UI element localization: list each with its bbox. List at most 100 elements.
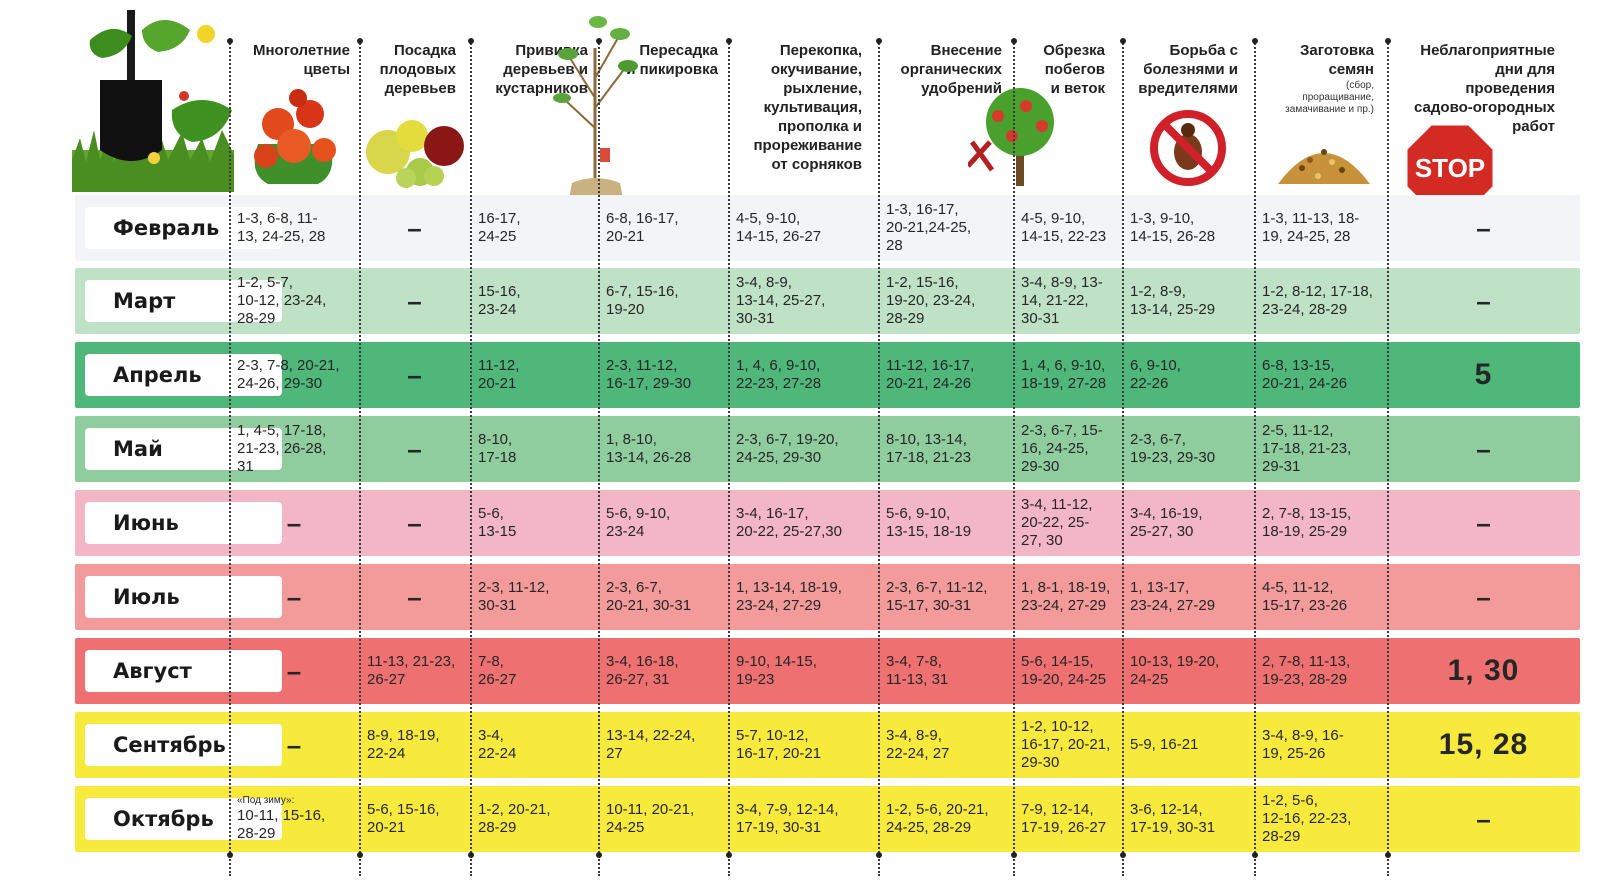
month-label: Октябрь bbox=[85, 798, 282, 840]
cell-value: 2-3, 11-12, 16-17, 29-30 bbox=[606, 357, 692, 392]
cell-seeds: 2, 7-8, 11-13, 19-23, 28-29 bbox=[1254, 638, 1387, 704]
cell-grafting: 2-3, 11-12, 30-31 bbox=[470, 564, 598, 630]
cell-value: – bbox=[286, 656, 302, 686]
cell-perennials: 1-2, 5-7, 10-12, 23-24, 28-29 bbox=[229, 268, 359, 334]
cell-fertilizing: 2-3, 6-7, 11-12, 15-17, 30-31 bbox=[878, 564, 1013, 630]
column-separator bbox=[1387, 40, 1389, 876]
cell-seeds: 4-5, 11-12, 15-17, 23-26 bbox=[1254, 564, 1387, 630]
cell-perennials: – bbox=[229, 490, 359, 556]
separator-dot bbox=[1011, 852, 1017, 858]
cell-seeds: 3-4, 8-9, 16- 19, 25-26 bbox=[1254, 712, 1387, 778]
cell-value: – bbox=[1476, 804, 1491, 834]
cell-fertilizing: 3-4, 7-8, 11-13, 31 bbox=[878, 638, 1013, 704]
separator-dot bbox=[1252, 38, 1258, 44]
cell-value: 5 bbox=[1474, 358, 1493, 391]
stop-sign-text: STOP bbox=[1415, 153, 1485, 183]
month-row: Май 1, 4-5, 17-18, 21-23, 26-28, 31 – 8-10,… bbox=[75, 416, 1580, 482]
cell-fruit_planting: – bbox=[359, 342, 470, 408]
column-separator bbox=[728, 40, 730, 876]
no-pests-icon bbox=[1148, 108, 1228, 188]
cell-value: 1-2, 5-6, 12-16, 22-23, 28-29 bbox=[1262, 792, 1352, 845]
cell-value: 9-10, 14-15, 19-23 bbox=[736, 653, 817, 688]
column-separator bbox=[359, 40, 361, 876]
cell-value: 1, 8-1, 18-19, 23-24, 27-29 bbox=[1021, 579, 1111, 614]
cell-value: 1, 30 bbox=[1447, 654, 1520, 687]
cell-value: 7-8, 26-27 bbox=[478, 653, 517, 688]
cell-seeds: 2-5, 11-12, 17-18, 21-23, 29-31 bbox=[1254, 416, 1387, 482]
month-label: Март bbox=[85, 280, 282, 322]
column-subheader-seeds: (сбор, проращивание, замачивание и пр.) bbox=[1285, 80, 1374, 115]
cell-value: 3-6, 12-14, 17-19, 30-31 bbox=[1130, 801, 1216, 836]
cell-unfavorable: – bbox=[1387, 490, 1580, 556]
cell-pruning: 1-2, 10-12, 16-17, 20-21, 29-30 bbox=[1013, 712, 1122, 778]
cell-transplanting: 1, 8-10, 13-14, 26-28 bbox=[598, 416, 728, 482]
cell-pruning: 3-4, 8-9, 13- 14, 21-22, 30-31 bbox=[1013, 268, 1122, 334]
cell-digging: 1, 4, 6, 9-10, 22-23, 27-28 bbox=[728, 342, 878, 408]
separator-dot bbox=[357, 852, 363, 858]
column-separator bbox=[229, 40, 231, 876]
cell-value: 11-12, 16-17, 20-21, 24-26 bbox=[886, 357, 975, 392]
cell-transplanting: 5-6, 9-10, 23-24 bbox=[598, 490, 728, 556]
separator-dot bbox=[468, 38, 474, 44]
cell-grafting: 8-10, 17-18 bbox=[470, 416, 598, 482]
cell-seeds: 1-2, 8-12, 17-18, 23-24, 28-29 bbox=[1254, 268, 1387, 334]
cell-transplanting: 6-8, 16-17, 20-21 bbox=[598, 195, 728, 261]
cell-seeds: 1-3, 11-13, 18- 19, 24-25, 28 bbox=[1254, 195, 1387, 261]
cell-pruning: 1, 8-1, 18-19, 23-24, 27-29 bbox=[1013, 564, 1122, 630]
separator-dot bbox=[1011, 38, 1017, 44]
cell-value: 10-11, 20-21, 24-25 bbox=[606, 801, 695, 836]
cell-value: 5-6, 13-15 bbox=[478, 505, 517, 540]
cell-value: 2-3, 11-12, 30-31 bbox=[478, 579, 550, 614]
cell-value: 1-2, 10-12, 16-17, 20-21, 29-30 bbox=[1021, 718, 1111, 771]
cell-unfavorable: – bbox=[1387, 786, 1580, 852]
month-row: Июнь – –5-6, 13-15 5-6, 9-10, 23-24 3-4, 16-… bbox=[75, 490, 1580, 556]
cell-value: 6-8, 16-17, 20-21 bbox=[606, 210, 679, 245]
cell-pest_control: 3-4, 16-19, 25-27, 30 bbox=[1122, 490, 1254, 556]
cell-value: 3-4, 16-17, 20-22, 25-27,30 bbox=[736, 505, 842, 540]
cell-unfavorable: – bbox=[1387, 268, 1580, 334]
cell-fertilizing: 5-6, 9-10, 13-15, 18-19 bbox=[878, 490, 1013, 556]
cell-value: 3-4, 11-12, 20-22, 25- 27, 30 bbox=[1021, 496, 1093, 549]
column-header-fertilizing: Внесение органических удобрений bbox=[900, 42, 1002, 97]
column-header-perennials: Многолетние цветы bbox=[252, 42, 350, 78]
cell-value: 10-13, 19-20, 24-25 bbox=[1130, 653, 1220, 688]
cell-fruit_planting: – bbox=[359, 416, 470, 482]
cell-value: 15-16, 23-24 bbox=[478, 283, 521, 318]
column-header-pest_control: Борьба с болезнями и вредителями bbox=[1138, 42, 1238, 97]
cell-value: 3-4, 8-9, 22-24, 27 bbox=[886, 727, 950, 762]
cell-value: 2, 7-8, 11-13, 19-23, 28-29 bbox=[1262, 653, 1351, 688]
cell-value: 1-2, 5-6, 20-21, 24-25, 28-29 bbox=[886, 801, 989, 836]
separator-dot bbox=[227, 38, 233, 44]
cell-transplanting: 10-11, 20-21, 24-25 bbox=[598, 786, 728, 852]
month-label: Июль bbox=[85, 576, 282, 618]
cell-pruning: 5-6, 14-15, 19-20, 24-25 bbox=[1013, 638, 1122, 704]
cell-value: – bbox=[407, 582, 422, 612]
cell-fertilizing: 1-3, 16-17, 20-21,24-25, 28 bbox=[878, 195, 1013, 261]
column-separator bbox=[1122, 40, 1124, 876]
apple-tree-icon bbox=[966, 82, 1072, 192]
separator-dot bbox=[876, 852, 882, 858]
separator-dot bbox=[1120, 852, 1126, 858]
cell-value: 3-4, 16-18, 26-27, 31 bbox=[606, 653, 679, 688]
cell-fertilizing: 3-4, 8-9, 22-24, 27 bbox=[878, 712, 1013, 778]
column-header-fruit_planting: Посадка плодовых деревьев bbox=[379, 42, 456, 97]
cell-digging: 3-4, 8-9, 13-14, 25-27, 30-31 bbox=[728, 268, 878, 334]
cell-value: 1-2, 5-7, 10-12, 23-24, 28-29 bbox=[237, 274, 327, 327]
cell-value: 1-3, 16-17, 20-21,24-25, 28 bbox=[886, 201, 972, 254]
cell-digging: 2-3, 6-7, 19-20, 24-25, 29-30 bbox=[728, 416, 878, 482]
cell-value: 1-2, 8-12, 17-18, 23-24, 28-29 bbox=[1262, 283, 1373, 318]
cell-value: 1-2, 20-21, 28-29 bbox=[478, 801, 551, 836]
separator-dot bbox=[468, 852, 474, 858]
cell-grafting: 15-16, 23-24 bbox=[470, 268, 598, 334]
cell-pest_control: 1, 13-17, 23-24, 27-29 bbox=[1122, 564, 1254, 630]
column-header-seeds: Заготовка семян bbox=[1300, 42, 1374, 78]
separator-dot bbox=[596, 38, 602, 44]
cell-value: 1-2, 15-16, 19-20, 23-24, 28-29 bbox=[886, 274, 976, 327]
cell-grafting: 7-8, 26-27 bbox=[470, 638, 598, 704]
column-header-pruning: Обрезка побегов и веток bbox=[1043, 42, 1105, 97]
roses-icon bbox=[238, 84, 350, 192]
cell-perennials: – bbox=[229, 712, 359, 778]
cell-value: 2, 7-8, 13-15, 18-19, 25-29 bbox=[1262, 505, 1352, 540]
cell-value: 5-6, 9-10, 13-15, 18-19 bbox=[886, 505, 972, 540]
